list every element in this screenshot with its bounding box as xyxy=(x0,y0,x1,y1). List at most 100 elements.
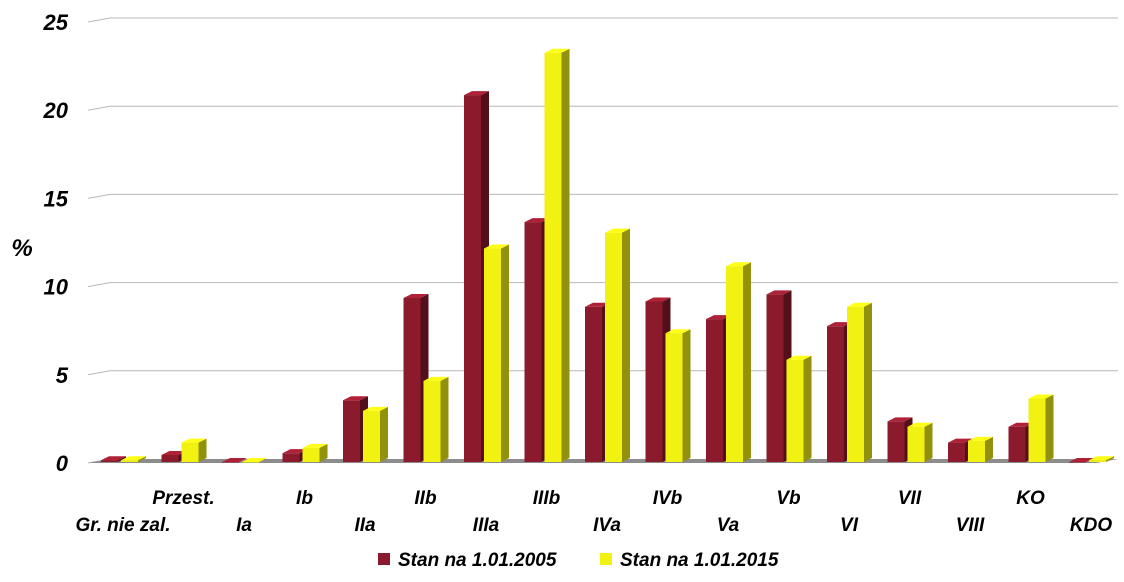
bar xyxy=(302,443,328,462)
bar-front xyxy=(1008,426,1026,462)
bar-top xyxy=(827,322,852,327)
x-tick-label: VII xyxy=(898,488,922,509)
bar xyxy=(907,422,933,462)
bar-front xyxy=(524,222,542,462)
bar-top xyxy=(847,302,872,307)
x-tick-label: IIIa xyxy=(473,515,500,536)
x-tick-label: IVa xyxy=(593,515,621,536)
bar-side xyxy=(1106,456,1114,462)
bar xyxy=(484,244,509,462)
x-tick-label: Gr. nie zal. xyxy=(75,515,170,536)
bar xyxy=(363,406,388,462)
bar-front xyxy=(907,426,925,462)
bar-top xyxy=(1028,394,1054,399)
y-tick-label: 15 xyxy=(44,186,69,211)
bar-top xyxy=(585,302,610,307)
y-tick-label: 5 xyxy=(56,363,69,388)
bar-front xyxy=(121,460,138,462)
bar-top xyxy=(726,262,751,267)
x-tick-label: Vb xyxy=(776,488,801,509)
bar-top xyxy=(302,443,328,448)
x-tick-label: Przest. xyxy=(152,488,214,509)
x-tick-label: IVb xyxy=(653,488,683,509)
bar-front xyxy=(302,447,320,462)
y-axis-label: % xyxy=(11,235,32,262)
bar-front xyxy=(1069,462,1086,463)
bar xyxy=(423,376,449,462)
bar-front xyxy=(403,297,421,462)
bar-front xyxy=(706,319,723,462)
bar-top xyxy=(766,290,792,295)
bar-front xyxy=(887,421,905,462)
y-tick-label: 0 xyxy=(56,451,69,476)
bar-top xyxy=(242,458,267,462)
bar-top xyxy=(464,91,489,96)
x-tick-labels: Gr. nie zal. Przest. Ia Ib IIa IIb IIIa IIIb IVa… xyxy=(75,488,1112,536)
gridline-depth xyxy=(87,282,111,288)
bar-top xyxy=(1008,422,1034,427)
bar-side xyxy=(561,48,570,462)
gridline-depth xyxy=(87,193,111,199)
bar-side xyxy=(138,456,146,462)
y-tick-label: 20 xyxy=(43,98,69,123)
bar-top xyxy=(484,244,509,249)
bar-top xyxy=(1089,456,1114,461)
bar-side xyxy=(682,329,691,462)
bar-top xyxy=(101,456,126,461)
bar-front xyxy=(766,294,784,462)
bar-side xyxy=(803,355,812,462)
bar-top xyxy=(282,449,308,454)
bar xyxy=(968,436,993,462)
bar-front xyxy=(786,359,804,462)
bar-side xyxy=(118,456,126,462)
bar-side xyxy=(198,438,207,462)
bar-top xyxy=(605,228,630,233)
bar-top xyxy=(544,48,570,53)
bar xyxy=(101,456,126,462)
legend-label: Stan na 1.01.2005 xyxy=(398,550,557,571)
bar xyxy=(242,458,267,463)
legend-swatch xyxy=(378,553,390,565)
x-tick-label: Ia xyxy=(236,515,252,536)
bar xyxy=(847,302,872,462)
bar xyxy=(222,458,247,463)
y-tick-label: 25 xyxy=(43,10,69,35)
gridline-depth xyxy=(87,105,111,111)
x-tick-label: KO xyxy=(1016,488,1045,509)
bar-front xyxy=(484,248,501,462)
bar xyxy=(605,228,630,462)
bar-side xyxy=(622,228,630,462)
bar-side xyxy=(864,302,872,462)
gridline-depth xyxy=(87,17,111,23)
bar-front xyxy=(101,460,118,462)
bar-top xyxy=(887,417,913,422)
bar xyxy=(1089,456,1114,462)
grid-layer xyxy=(87,17,1118,464)
bar-front xyxy=(726,266,743,462)
bar-front xyxy=(948,442,965,462)
bar-top xyxy=(665,329,691,334)
x-tick-label: IIb xyxy=(414,488,437,509)
bar xyxy=(1069,458,1094,463)
legend-label: Stan na 1.01.2015 xyxy=(620,550,779,571)
bar-top xyxy=(907,422,933,427)
bar-front xyxy=(161,454,179,462)
bar-side xyxy=(924,422,933,462)
bar-front xyxy=(423,380,441,462)
bar-front xyxy=(968,440,985,462)
bar xyxy=(403,293,429,462)
bar-top xyxy=(161,450,187,455)
x-tick-label: IIIb xyxy=(533,488,561,509)
bar-top xyxy=(181,438,207,443)
x-tick-label: IIa xyxy=(354,515,376,536)
gridline-depth xyxy=(87,370,111,376)
bar-top xyxy=(222,458,247,462)
bar-top xyxy=(363,406,388,411)
bar-front xyxy=(1028,398,1046,462)
bar-front xyxy=(665,333,683,462)
bar-side xyxy=(743,262,751,462)
bar xyxy=(1028,394,1054,462)
bar-front xyxy=(847,306,864,462)
bar-front xyxy=(827,326,844,462)
